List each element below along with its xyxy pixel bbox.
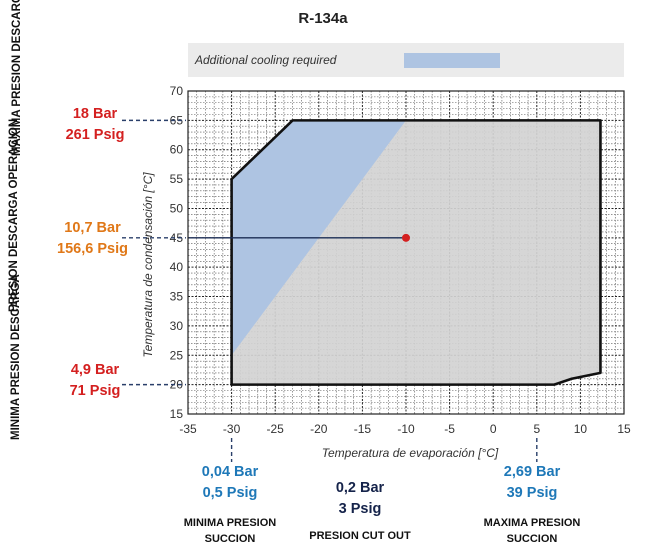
y-tick-label: 55 xyxy=(170,172,184,186)
max-suction-psig: 39 Psig xyxy=(506,485,558,501)
x-tick-label: 0 xyxy=(490,422,497,436)
x-tick-label: 15 xyxy=(617,422,631,436)
y-tick-label: 25 xyxy=(170,348,184,362)
min-suction-psig: 0,5 Psig xyxy=(202,485,258,501)
x-tick-label: -5 xyxy=(444,422,455,436)
max-discharge-values: 18 Bar 261 Psig xyxy=(50,104,140,146)
cut-out-psig: 3 Psig xyxy=(338,501,382,517)
x-tick-label: -15 xyxy=(354,422,372,436)
max-discharge-psig: 261 Psig xyxy=(65,127,125,143)
min-suction-values: 0,04 Bar 0,5 Psig xyxy=(180,462,280,504)
y-tick-label: 35 xyxy=(170,290,184,304)
y-tick-label: 30 xyxy=(170,319,184,333)
plot-frame xyxy=(187,90,625,415)
x-tick-label: -25 xyxy=(267,422,285,436)
min-discharge-label: MINIMA PRESION DESCARGA xyxy=(10,274,22,440)
legend-label: Additional cooling required xyxy=(194,53,337,67)
operation-discharge-values: 10,7 Bar 156,6 Psig xyxy=(45,218,140,260)
legend-swatch xyxy=(404,53,500,68)
envelope-outline xyxy=(230,119,602,386)
y-tick-label: 65 xyxy=(170,113,184,127)
y-axis-label: Temperatura de condensación [°C] xyxy=(141,172,155,358)
x-tick-label: -30 xyxy=(223,422,241,436)
y-tick-label: 50 xyxy=(170,201,184,215)
y-tick-label: 45 xyxy=(170,231,184,245)
max-suction-label: MAXIMA PRESION SUCCION xyxy=(483,517,581,545)
y-tick-label: 60 xyxy=(170,143,184,157)
min-suction-label: MINIMA PRESION SUCCION xyxy=(183,517,277,545)
max-suction-values: 2,69 Bar 39 Psig xyxy=(482,462,582,504)
x-tick-label: 10 xyxy=(574,422,588,436)
operation-discharge-bar: 10,7 Bar xyxy=(64,220,121,236)
x-axis-label: Temperatura de evaporación [°C] xyxy=(322,446,499,460)
chart-title: R-134a xyxy=(298,10,348,27)
min-discharge-bar: 4,9 Bar xyxy=(70,362,120,378)
max-suction-bar: 2,69 Bar xyxy=(503,464,561,480)
x-tick-label: -20 xyxy=(310,422,328,436)
y-tick-label: 20 xyxy=(170,378,184,392)
cut-out-bar: 0,2 Bar xyxy=(335,480,385,496)
operation-discharge-psig: 156,6 Psig xyxy=(57,241,128,257)
x-tick-label: -35 xyxy=(179,422,197,436)
operating-point xyxy=(402,233,410,242)
x-tick-label: 5 xyxy=(533,422,540,436)
cut-out-label: PRESION CUT OUT xyxy=(309,530,411,542)
min-discharge-values: 4,9 Bar 71 Psig xyxy=(50,360,140,402)
x-tick-label: -10 xyxy=(397,422,415,436)
y-tick-label: 15 xyxy=(170,407,184,421)
y-tick-label: 40 xyxy=(170,260,184,274)
max-discharge-bar: 18 Bar xyxy=(72,106,118,122)
min-discharge-psig: 71 Psig xyxy=(69,383,121,399)
cut-out-values: 0,2 Bar 3 Psig xyxy=(310,478,410,520)
y-tick-label: 70 xyxy=(170,84,184,98)
min-suction-bar: 0,04 Bar xyxy=(201,464,259,480)
